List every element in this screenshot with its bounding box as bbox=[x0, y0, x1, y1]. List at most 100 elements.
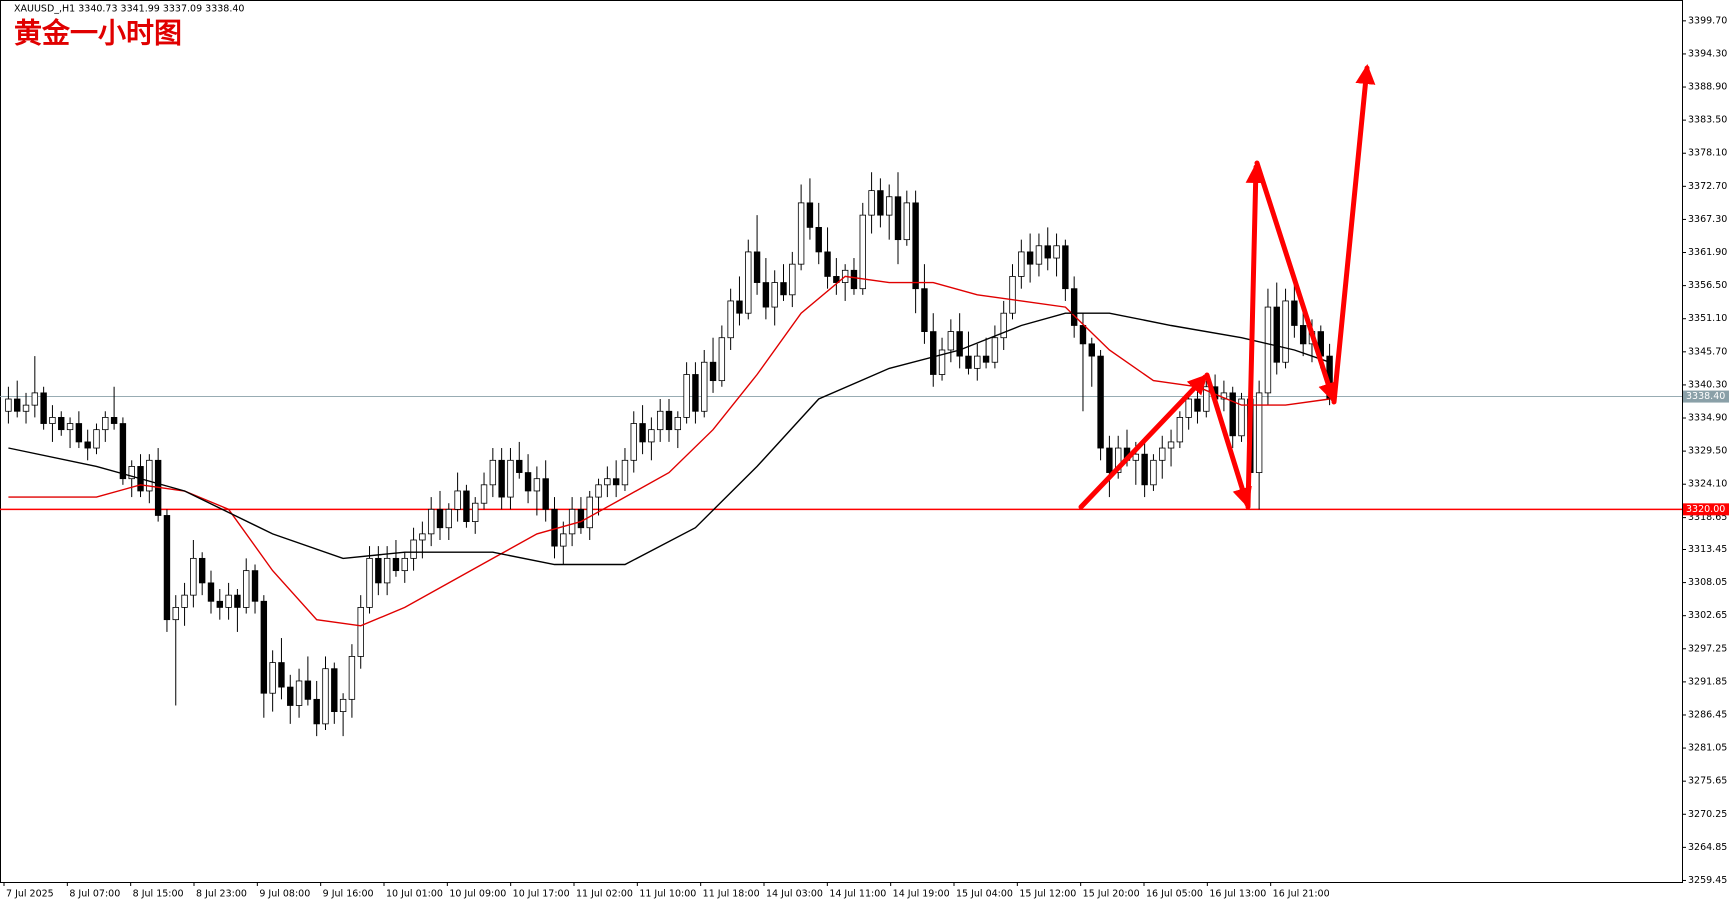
candle-body bbox=[577, 508, 585, 529]
candle-body bbox=[780, 282, 787, 296]
candle-body bbox=[516, 459, 523, 473]
candle-body bbox=[1194, 398, 1201, 412]
candle-body bbox=[339, 698, 347, 713]
y-tick-label: 3259.45 bbox=[1688, 875, 1727, 886]
candle-body bbox=[1141, 453, 1148, 486]
candle-body bbox=[295, 680, 303, 706]
y-tick-label: 3275.65 bbox=[1688, 776, 1727, 787]
candle-body bbox=[718, 337, 726, 382]
y-tick-label: 3318.65 bbox=[1688, 512, 1727, 523]
y-tick-label: 3302.65 bbox=[1688, 610, 1727, 621]
y-tick-label: 3372.70 bbox=[1688, 181, 1727, 192]
candle-body bbox=[5, 398, 12, 412]
candle-body bbox=[762, 282, 770, 308]
candle-body bbox=[366, 557, 373, 608]
candle-body bbox=[692, 374, 699, 412]
x-tick-label: 10 Jul 09:00 bbox=[449, 889, 506, 900]
x-tick-label: 8 Jul 07:00 bbox=[69, 889, 120, 900]
x-tick-label: 15 Jul 20:00 bbox=[1083, 889, 1140, 900]
candle-body bbox=[463, 490, 470, 522]
candle-body bbox=[472, 502, 479, 522]
y-tick-label: 3324.10 bbox=[1688, 479, 1727, 490]
candle-body bbox=[524, 472, 532, 492]
candle-body bbox=[1044, 245, 1051, 259]
candle-body bbox=[392, 557, 400, 572]
candle-body bbox=[102, 417, 109, 431]
candle-body bbox=[683, 374, 690, 418]
candle-body bbox=[313, 698, 320, 725]
x-tick-label: 16 Jul 05:00 bbox=[1146, 889, 1203, 900]
candle-body bbox=[251, 570, 259, 602]
y-tick-label: 3264.85 bbox=[1688, 842, 1727, 853]
candle-body bbox=[1026, 251, 1034, 265]
x-tick-label: 14 Jul 19:00 bbox=[893, 889, 950, 900]
x-tick-label: 9 Jul 16:00 bbox=[323, 889, 374, 900]
candle-body bbox=[304, 680, 312, 700]
candle-body bbox=[216, 600, 223, 608]
candle-body bbox=[982, 355, 990, 363]
candle-body bbox=[436, 508, 444, 529]
arrow bbox=[1078, 374, 1208, 510]
candle-body bbox=[974, 355, 981, 369]
candle-body bbox=[1018, 251, 1025, 277]
candle-body bbox=[1150, 459, 1157, 486]
candle-body bbox=[815, 226, 822, 253]
candle-body bbox=[859, 214, 866, 290]
candle-body bbox=[480, 484, 488, 504]
candle-body bbox=[498, 459, 505, 498]
candle-body bbox=[965, 355, 972, 369]
candle-body bbox=[1097, 355, 1104, 449]
candle-body bbox=[66, 423, 74, 431]
candle-body bbox=[172, 607, 179, 621]
y-tick-label: 3345.70 bbox=[1688, 346, 1727, 357]
candle-body bbox=[1053, 245, 1060, 259]
candle-body bbox=[771, 282, 778, 308]
candle-body bbox=[207, 582, 215, 602]
candle-body bbox=[1264, 306, 1272, 394]
x-tick-label: 10 Jul 01:00 bbox=[386, 889, 443, 900]
drawn-arrows bbox=[1078, 64, 1376, 510]
candle-body bbox=[75, 423, 83, 443]
candle-body bbox=[1176, 417, 1184, 443]
y-tick-label: 3340.30 bbox=[1688, 379, 1727, 390]
moving-average bbox=[8, 312, 1330, 566]
candle-body bbox=[1185, 398, 1192, 418]
candle-body bbox=[894, 196, 902, 241]
candle-body bbox=[709, 361, 717, 382]
candle-body bbox=[701, 361, 708, 412]
y-tick-label: 3286.45 bbox=[1688, 709, 1727, 720]
candle-body bbox=[234, 594, 241, 608]
candle-body bbox=[824, 251, 831, 277]
candle-body bbox=[146, 459, 153, 492]
candle-body bbox=[93, 429, 100, 449]
candle-body bbox=[419, 533, 426, 541]
candle-body bbox=[40, 392, 47, 424]
candle-body bbox=[198, 557, 206, 584]
candle-body bbox=[648, 429, 655, 443]
candle-body bbox=[1070, 288, 1078, 326]
candle-body bbox=[1088, 343, 1095, 357]
y-tick-label: 3334.90 bbox=[1688, 413, 1727, 424]
moving-average bbox=[8, 275, 1330, 627]
candle-body bbox=[797, 202, 805, 265]
arrow bbox=[1204, 372, 1252, 508]
candle-body bbox=[84, 441, 91, 449]
candle-body bbox=[789, 263, 796, 296]
arrow bbox=[1245, 163, 1266, 510]
y-tick-label: 3351.10 bbox=[1688, 313, 1727, 324]
candle-body bbox=[745, 251, 752, 314]
candle-body bbox=[22, 404, 30, 412]
y-tick-label: 3378.10 bbox=[1688, 148, 1727, 159]
plot-frame bbox=[0, 0, 1683, 883]
price-tag bbox=[1683, 390, 1729, 403]
candle-body bbox=[560, 533, 567, 547]
candle-body bbox=[410, 539, 417, 559]
x-tick-label: 11 Jul 18:00 bbox=[703, 889, 760, 900]
y-tick-label: 3291.85 bbox=[1688, 676, 1727, 687]
x-tick-label: 8 Jul 15:00 bbox=[133, 889, 184, 900]
x-tick-label: 15 Jul 12:00 bbox=[1019, 889, 1076, 900]
price-tag-label: 3320.00 bbox=[1686, 504, 1725, 515]
candle-body bbox=[110, 417, 118, 424]
price-tag-label: 3338.40 bbox=[1686, 391, 1725, 402]
